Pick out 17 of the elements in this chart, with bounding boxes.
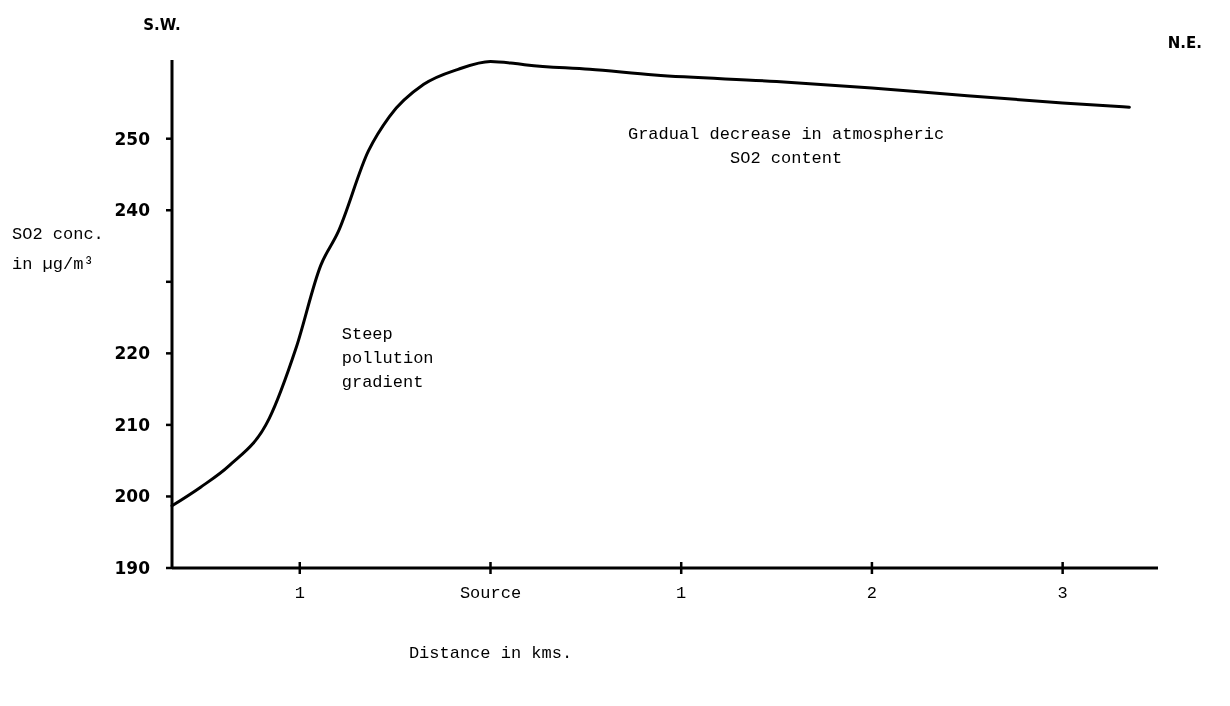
y-tick-label: 210 (114, 414, 151, 435)
x-tick-label: 1 (294, 584, 305, 603)
annotation: Steep pollution gradient (341, 325, 434, 393)
y-tick-label: 250 (114, 128, 151, 149)
text: N.E. (1167, 34, 1202, 52)
text: S.W. (143, 16, 181, 34)
y-tick-label: 240 (114, 200, 151, 221)
y-tick-label: 220 (114, 343, 151, 364)
x-axis-title: Distance in kms. (408, 644, 573, 663)
y-axis-title: SO2 conc. in µg/m³ (12, 224, 104, 274)
x-tick-label: 2 (866, 584, 878, 603)
annotation: Gradual decrease in atmospheric SO2 content (627, 124, 945, 168)
x-tick-label: 3 (1057, 584, 1068, 603)
x-tick-label: 1 (676, 584, 687, 603)
x-tick-label: Source (459, 584, 522, 603)
y-tick-label: 190 (114, 557, 151, 578)
y-tick-label: 200 (114, 486, 151, 507)
